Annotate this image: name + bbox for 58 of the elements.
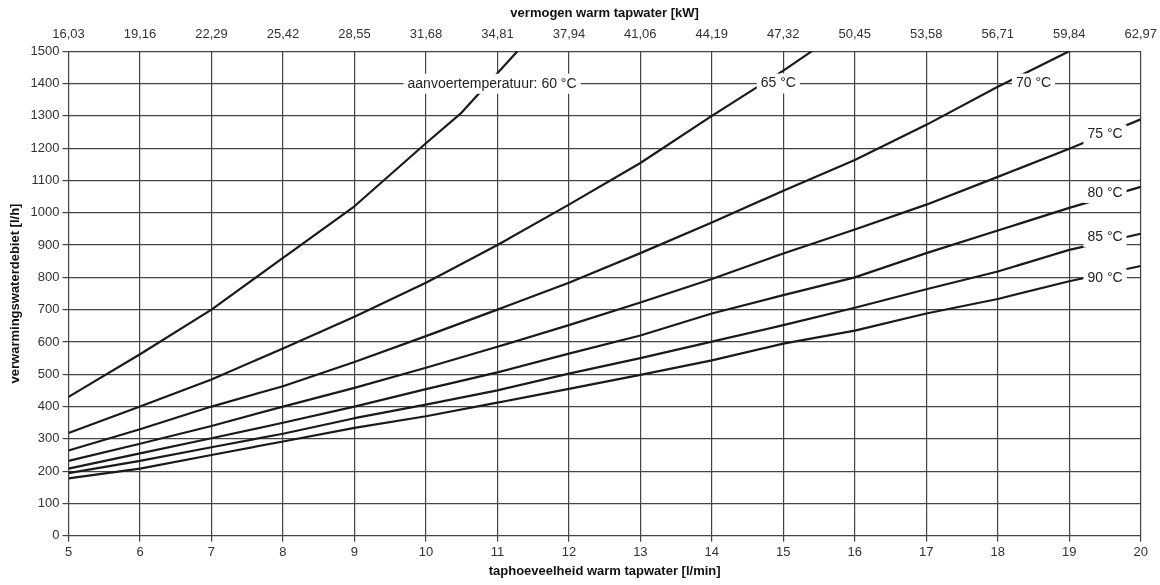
x-tick-label: 9 (350, 544, 359, 560)
x2-tick-label: 62,97 (1124, 25, 1158, 41)
x-tick-label: 15 (776, 544, 791, 560)
x2-tick-label: 47,32 (766, 25, 800, 41)
y-tick-label: 0 (52, 527, 60, 543)
x-tick-label: 17 (919, 544, 934, 560)
x2-tick-label: 34,81 (481, 25, 514, 41)
y-tick-label: 1200 (30, 139, 60, 155)
annotation: 85 °C (1087, 228, 1123, 245)
y-tick-label: 1100 (31, 172, 60, 187)
annotation: 65 °C (760, 74, 796, 91)
y-tick-label: 1300 (30, 107, 60, 123)
annotation: 75 °C (1087, 125, 1123, 142)
x-tick-label: 8 (279, 544, 287, 560)
x2-tick-label: 22,29 (195, 25, 228, 41)
annotation: 90 °C (1087, 269, 1123, 286)
x-tick-label: 20 (1133, 544, 1148, 560)
x2-tick-label: 41,06 (623, 25, 657, 41)
x-tick-label: 16 (847, 544, 863, 560)
annotation: aanvoertemperatuur: 60 °C (407, 74, 577, 91)
annotation: 70 °C (1015, 74, 1052, 91)
y-tick-label: 100 (37, 495, 60, 511)
y-axis-title: verwarmingswaterdebiet [l/h] (7, 203, 23, 384)
x2-tick-label: 28,55 (338, 25, 371, 41)
y-tick-label: 500 (37, 365, 60, 381)
annotation: 80 °C (1087, 183, 1123, 200)
x-tick-label: 11 (490, 544, 505, 560)
x-tick-label: 13 (633, 544, 648, 560)
y-tick-label: 400 (37, 398, 60, 414)
y-tick-label: 1500 (30, 42, 60, 58)
x2-tick-label: 25,42 (266, 25, 300, 41)
x-tick-label: 19 (1062, 544, 1077, 560)
x-tick-label: 14 (704, 544, 720, 560)
x-tick-label: 12 (561, 544, 577, 560)
y-tick-label: 600 (37, 333, 60, 349)
x2-tick-label: 53,58 (909, 25, 943, 41)
x-tick-label: 6 (136, 544, 144, 560)
x2-tick-label: 37,94 (552, 25, 586, 41)
y-tick-label: 1400 (30, 75, 60, 91)
x2-tick-label: 59,84 (1052, 25, 1086, 41)
x2-tick-label: 16,03 (52, 25, 85, 41)
x-tick-label: 7 (207, 544, 216, 560)
x-tick-label: 10 (418, 544, 434, 560)
x2-tick-label: 31,68 (409, 25, 443, 41)
y-tick-label: 1000 (30, 204, 60, 220)
y-tick-label: 200 (37, 462, 60, 478)
x2-tick-label: 19,16 (123, 25, 157, 41)
x-tick-label: 5 (64, 544, 73, 560)
x2-tick-label: 44,19 (695, 25, 729, 41)
x2-axis-title: vermogen warm tapwater [kW] (510, 5, 699, 21)
x2-tick-label: 50,45 (838, 25, 872, 41)
y-tick-label: 700 (37, 301, 60, 317)
y-tick-label: 800 (37, 268, 60, 284)
x-tick-label: 18 (990, 544, 1006, 560)
y-tick-label: 300 (37, 430, 60, 446)
x2-tick-label: 56,71 (981, 25, 1015, 41)
y-tick-label: 900 (37, 236, 60, 252)
x-axis-title: taphoeveelheid warm tapwater [l/min] (488, 562, 721, 578)
